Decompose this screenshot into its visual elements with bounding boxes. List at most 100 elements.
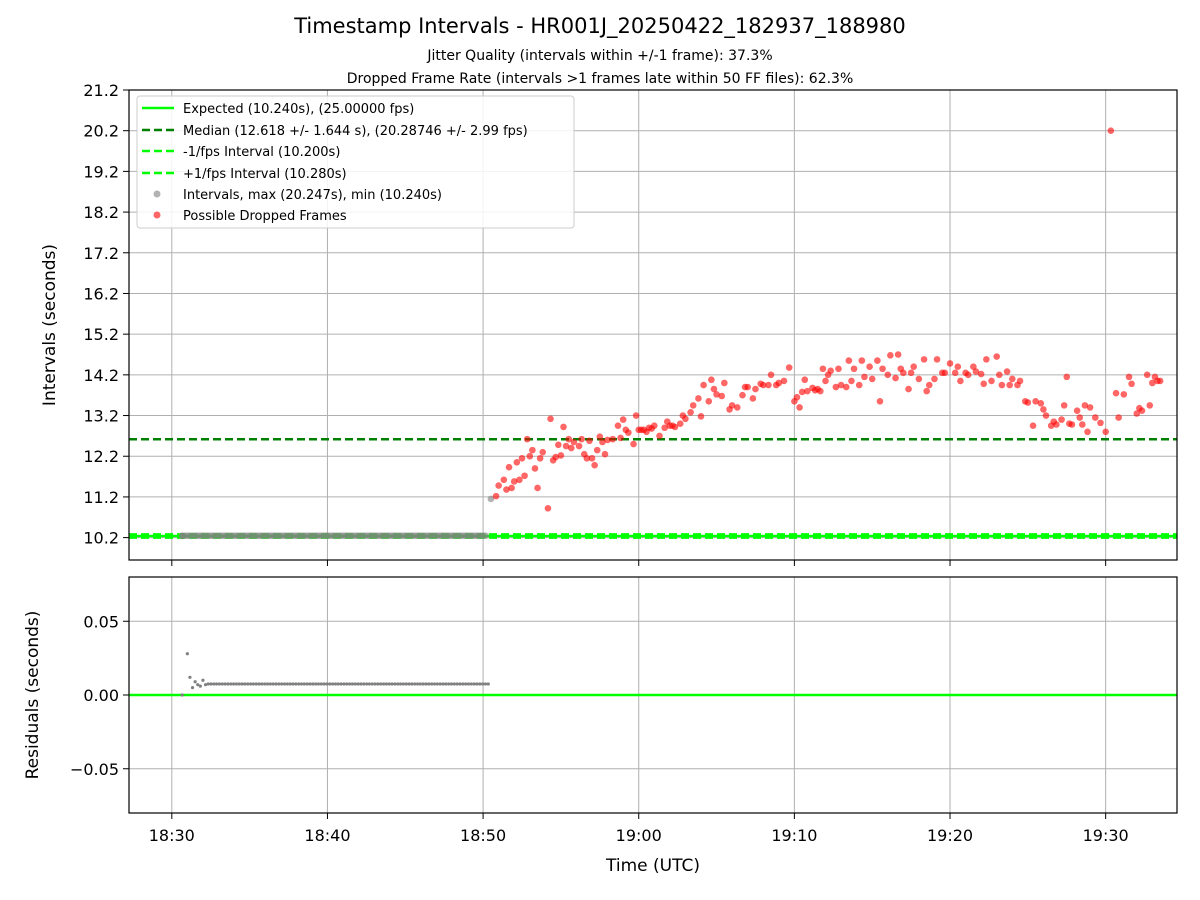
dropped-frame-point xyxy=(988,377,995,385)
dropped-frame-point xyxy=(907,369,915,377)
dropped-frame-point xyxy=(1058,416,1065,423)
dropped-frame-point xyxy=(1156,377,1164,385)
top-y-tick-label: 12.2 xyxy=(83,447,119,466)
dropped-frame-point xyxy=(495,482,502,489)
residual-point xyxy=(370,682,374,686)
dropped-frame-point xyxy=(804,387,811,395)
dropped-frame-point xyxy=(565,435,572,443)
residual-point xyxy=(302,682,306,686)
x-tick-label: 19:10 xyxy=(771,826,817,845)
dropped-frame-point xyxy=(925,381,933,389)
dropped-frame-point xyxy=(596,433,604,441)
residual-point xyxy=(215,682,219,686)
dropped-frame-point xyxy=(858,357,866,364)
dropped-frame-point xyxy=(964,371,972,379)
dropped-frame-point xyxy=(972,368,980,375)
residual-point xyxy=(291,682,295,686)
residual-point xyxy=(319,682,323,686)
residual-point xyxy=(455,682,459,686)
residual-point xyxy=(348,682,352,686)
dropped-frame-point xyxy=(601,450,609,458)
top-y-tick-label: 14.2 xyxy=(83,366,119,385)
dropped-frame-point xyxy=(915,375,923,383)
dropped-frame-point xyxy=(752,385,759,393)
dropped-frame-point xyxy=(708,376,715,384)
legend: Expected (10.240s), (25.00000 fps) Media… xyxy=(136,95,575,229)
residual-point xyxy=(305,682,309,686)
dropped-frame-point xyxy=(1120,391,1128,398)
dropped-frame-point xyxy=(552,453,560,461)
dropped-frame-point xyxy=(531,465,539,472)
dropped-frame-point xyxy=(842,383,850,391)
top-plot-frame xyxy=(128,89,1178,561)
dropped-frame-point xyxy=(586,437,593,445)
residual-point xyxy=(288,682,292,686)
residual-point xyxy=(401,682,405,686)
residual-point xyxy=(237,682,241,686)
dropped-frame-point xyxy=(523,435,531,443)
x-tick-label: 18:30 xyxy=(149,826,195,845)
residual-point xyxy=(277,682,281,686)
dropped-frame-point xyxy=(575,442,583,450)
residual-point xyxy=(415,682,420,686)
dropped-frame-point xyxy=(892,374,899,382)
residual-point xyxy=(271,682,275,686)
residual-point xyxy=(196,683,200,687)
residual-point xyxy=(376,682,380,686)
dropped-frame-point xyxy=(734,404,741,411)
dropped-frame-point xyxy=(1040,406,1047,413)
x-tick-label: 19:00 xyxy=(616,826,662,845)
bottom-y-tick-label: −0.05 xyxy=(70,760,119,779)
dropped-frame-point xyxy=(793,393,801,401)
residual-point xyxy=(478,682,482,686)
residual-point xyxy=(226,682,230,686)
residual-point xyxy=(231,682,236,686)
dropped-frame-point xyxy=(1125,373,1133,381)
residual-point xyxy=(220,682,224,686)
residual-point xyxy=(314,682,318,686)
dropped-frame-point xyxy=(547,415,554,423)
dropped-frame-point xyxy=(536,454,544,462)
dropped-frame-point xyxy=(1024,399,1032,406)
dropped-frame-point xyxy=(1128,380,1135,388)
dropped-frame-point xyxy=(510,478,518,485)
bottom-y-axis-label: Residuals (seconds) xyxy=(23,611,43,780)
dropped-frame-point xyxy=(671,423,679,431)
residual-point xyxy=(483,682,488,686)
dropped-frame-point xyxy=(1138,407,1146,414)
residual-point xyxy=(452,682,456,686)
dropped-frame-point xyxy=(609,435,617,443)
dropped-frame-point xyxy=(614,422,622,430)
dropped-frame-point xyxy=(832,383,840,391)
legend-dropped-marker xyxy=(153,211,161,219)
residual-point xyxy=(444,682,448,686)
residual-point xyxy=(265,682,270,686)
residual-point xyxy=(362,682,366,686)
legend-box xyxy=(136,95,575,229)
dropped-frame-point xyxy=(876,397,884,405)
dropped-frame-point xyxy=(529,446,536,454)
dropped-frame-point xyxy=(713,391,720,398)
residual-point xyxy=(461,682,465,686)
dropped-frame-point xyxy=(855,381,863,389)
dropped-frame-point xyxy=(970,363,977,371)
dropped-frame-point xyxy=(1102,428,1109,436)
dropped-frame-point xyxy=(1143,371,1151,379)
residual-point xyxy=(432,682,437,686)
residual-point xyxy=(229,682,233,686)
dropped-frame-point xyxy=(630,440,637,448)
dropped-frame-point xyxy=(868,375,876,383)
residual-point xyxy=(198,684,202,688)
residual-point xyxy=(350,682,355,686)
residual-point xyxy=(316,682,321,686)
dropped-frame-point xyxy=(632,412,640,419)
residual-point xyxy=(486,682,490,686)
dropped-frame-point xyxy=(526,452,534,460)
dropped-frame-point xyxy=(521,472,528,480)
dropped-frame-point xyxy=(1149,379,1156,387)
residual-point xyxy=(373,682,377,686)
residual-point xyxy=(356,682,360,686)
top-y-tick-label: 10.2 xyxy=(83,529,119,548)
residual-point xyxy=(359,682,363,686)
residual-point xyxy=(449,682,454,686)
